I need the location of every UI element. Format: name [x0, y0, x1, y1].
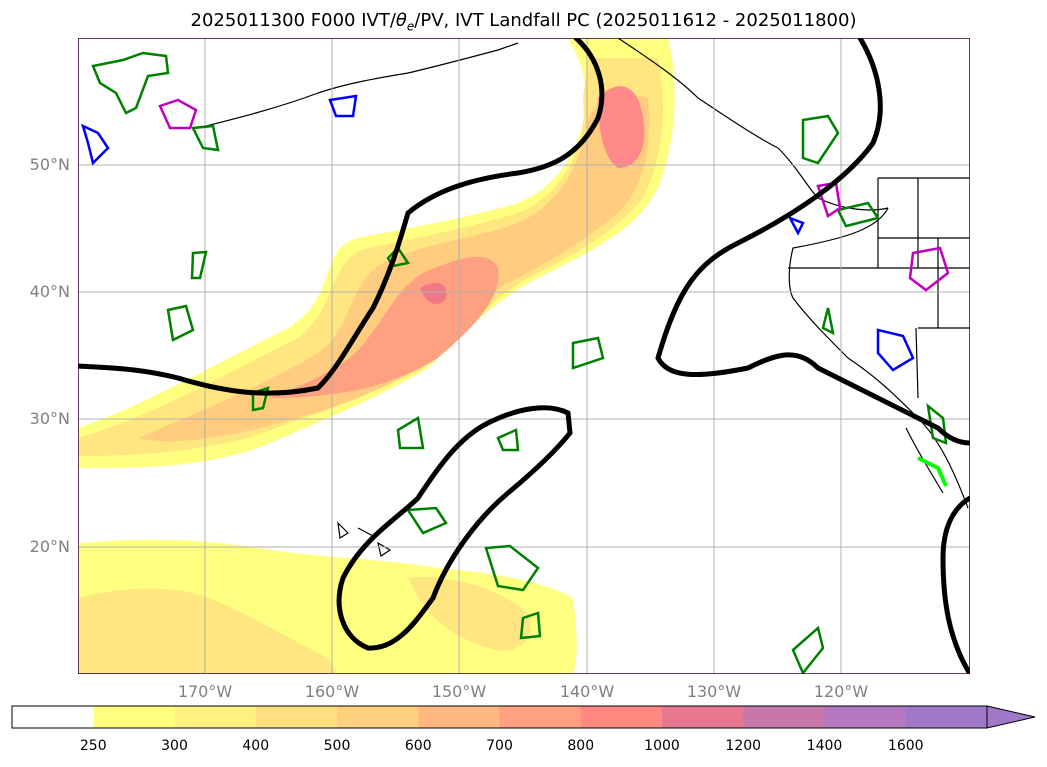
colorbar-segment: [12, 706, 94, 728]
map-panel: [78, 38, 970, 674]
colorbar-tick-label: 1400: [806, 738, 843, 754]
colorbar-segment: [662, 706, 744, 728]
colorbar-tick-label: 1200: [725, 738, 762, 754]
lon-label-140w: 140°W: [559, 682, 615, 701]
ivt-south-inner-2: [408, 577, 531, 651]
colorbar-segment: [499, 706, 582, 728]
ivt-plume-300: [78, 58, 663, 456]
colorbar-segment: [418, 706, 500, 728]
colorbar-tick-label: 1000: [644, 738, 680, 754]
colorbar-tick-label: 700: [486, 738, 513, 754]
colorbar-tick-label: 250: [79, 738, 107, 754]
lat-label-40n: 40°N: [29, 282, 70, 301]
colorbar-segment: [174, 706, 257, 728]
colorbar-tick-label: 800: [567, 738, 595, 754]
lon-label-130w: 130°W: [686, 682, 742, 701]
pv-contours-green: [91, 51, 948, 674]
colorbar-tick-label: 1600: [887, 738, 924, 754]
colorbar-segment: [337, 706, 419, 728]
colorbar-extend-arrow: [986, 705, 1036, 729]
colorbar-tick-label: 500: [323, 738, 351, 754]
gridlines: [78, 38, 970, 674]
colorbar-tick-label: 400: [242, 738, 270, 754]
colorbar-segment: [824, 706, 907, 728]
figure-title: 2025011300 F000 IVT/θe/PV, IVT Landfall …: [190, 10, 857, 34]
pv-contours-blue: [81, 94, 915, 372]
lat-label-20n: 20°N: [29, 537, 70, 556]
landfall-segment: [917, 456, 948, 487]
colorbar-segment: [743, 706, 825, 728]
ivt-core-1000: [598, 86, 645, 168]
colorbar-segment: [580, 706, 663, 728]
lon-label-170w: 170°W: [177, 682, 233, 701]
lon-label-120w: 120°W: [813, 682, 869, 701]
lon-label-160w: 160°W: [304, 682, 360, 701]
lat-label-50n: 50°N: [29, 155, 70, 174]
ivt-core-1200: [420, 282, 447, 304]
theta-e-contours: [78, 38, 970, 674]
colorbar-segment: [93, 706, 175, 728]
ivt-south-inner: [78, 588, 338, 674]
lon-label-150w: 150°W: [431, 682, 487, 701]
colorbar-segment: [255, 706, 338, 728]
coastlines: [197, 38, 970, 557]
lat-label-30n: 30°N: [29, 409, 70, 428]
colorbar: [11, 705, 1036, 729]
colorbar-segment: [905, 706, 988, 728]
colorbar-tick-label: 600: [404, 738, 432, 754]
colorbar-tick-label: 300: [161, 738, 188, 754]
